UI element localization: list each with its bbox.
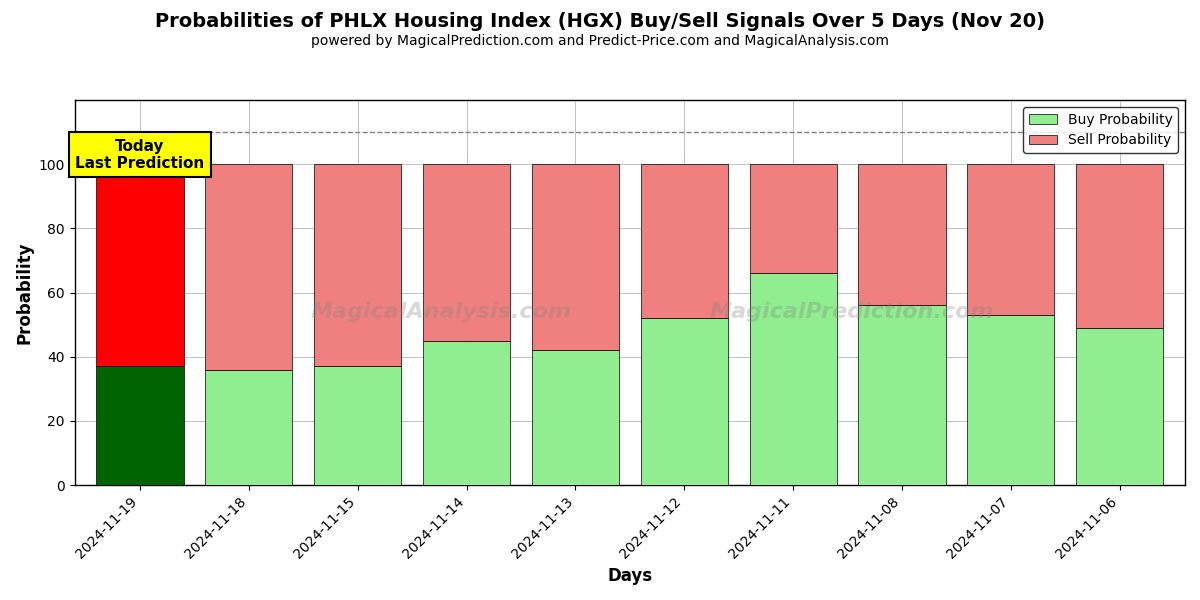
Bar [750,164,836,273]
Bar [314,367,401,485]
Legend: Buy Probability, Sell Probability: Buy Probability, Sell Probability [1024,107,1178,153]
Text: Probabilities of PHLX Housing Index (HGX) Buy/Sell Signals Over 5 Days (Nov 20): Probabilities of PHLX Housing Index (HGX… [155,12,1045,31]
Bar [96,164,184,367]
Bar [205,164,293,370]
Bar [1076,328,1163,485]
Bar [422,341,510,485]
Bar [967,315,1055,485]
Bar [314,164,401,367]
Text: MagicalAnalysis.com: MagicalAnalysis.com [311,302,571,322]
Text: MagicalPrediction.com: MagicalPrediction.com [709,302,994,322]
Bar [422,164,510,341]
Bar [750,273,836,485]
Bar [967,164,1055,315]
Bar [1076,164,1163,328]
Bar [858,305,946,485]
Bar [532,164,619,350]
Text: Today
Last Prediction: Today Last Prediction [76,139,204,171]
Text: powered by MagicalPrediction.com and Predict-Price.com and MagicalAnalysis.com: powered by MagicalPrediction.com and Pre… [311,34,889,48]
Bar [205,370,293,485]
X-axis label: Days: Days [607,567,653,585]
Bar [532,350,619,485]
Y-axis label: Probability: Probability [16,241,34,344]
Bar [858,164,946,305]
Bar [641,164,727,318]
Bar [641,318,727,485]
Bar [96,367,184,485]
